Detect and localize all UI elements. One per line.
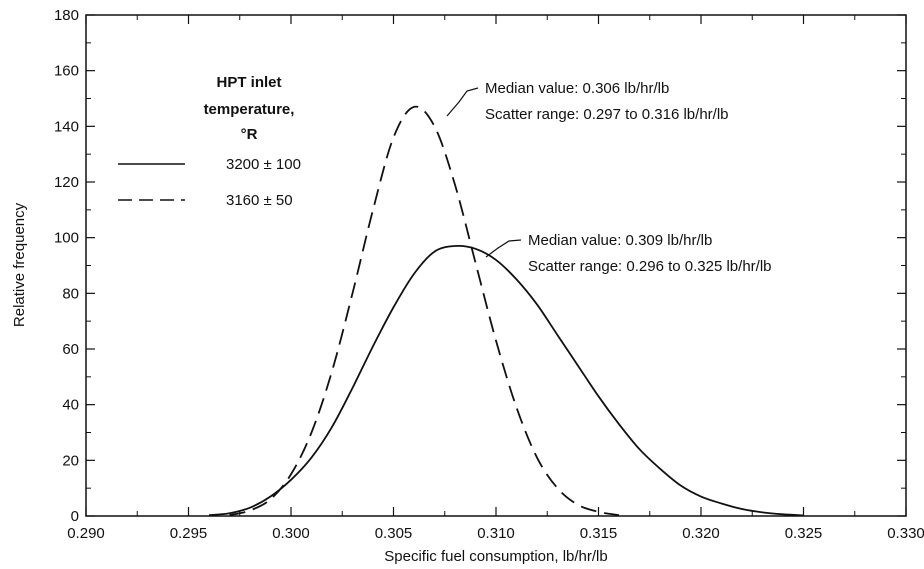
annotation-scatter-label: Scatter range: 0.296 to 0.325 lb/hr/lb	[528, 258, 772, 275]
x-tick-label: 0.315	[580, 525, 618, 542]
annotation-dashed-curve: Median value: 0.306 lb/hr/lb Scatter ran…	[446, 80, 729, 123]
annotation-leader-line	[446, 87, 479, 117]
annotation-scatter-label: Scatter range: 0.297 to 0.316 lb/hr/lb	[485, 106, 729, 123]
series-line-solid	[208, 245, 804, 517]
series-group	[208, 105, 804, 517]
legend-title-line-1: HPT inlet	[216, 74, 281, 91]
x-axis-ticks: 0.290 0.295 0.300 0.305 0.310 0.315 0.320 0.325…	[67, 15, 924, 542]
legend-label-series-2: 3160 ± 50	[226, 192, 293, 209]
y-tick-label: 140	[54, 118, 79, 135]
y-axis-ticks: 0 20 40 60 80 100 120 140 160 180	[54, 7, 906, 525]
annotation-solid-curve: Median value: 0.309 lb/hr/lb Scatter ran…	[485, 232, 772, 275]
y-tick-label: 40	[62, 397, 79, 414]
x-tick-label: 0.320	[682, 525, 720, 542]
x-tick-label: 0.300	[272, 525, 310, 542]
x-tick-label: 0.325	[785, 525, 823, 542]
y-tick-label: 100	[54, 230, 79, 247]
y-tick-label: 180	[54, 7, 79, 24]
annotation-leader-line	[485, 239, 522, 258]
y-tick-label: 160	[54, 63, 79, 80]
y-tick-label: 60	[62, 341, 79, 358]
x-tick-label: 0.330	[887, 525, 924, 542]
annotation-median-label: Median value: 0.306 lb/hr/lb	[485, 80, 669, 97]
x-tick-label: 0.310	[477, 525, 515, 542]
series-line-dashed	[229, 105, 620, 517]
x-tick-label: 0.305	[375, 525, 413, 542]
annotation-median-label: Median value: 0.309 lb/hr/lb	[528, 232, 712, 249]
y-axis-label: Relative frequency	[11, 202, 28, 327]
x-tick-label: 0.295	[170, 525, 208, 542]
y-tick-label: 120	[54, 174, 79, 191]
legend-label-series-1: 3200 ± 100	[226, 156, 301, 173]
legend-title-line-3: °R	[241, 126, 258, 143]
y-tick-label: 80	[62, 285, 79, 302]
y-tick-label: 20	[62, 452, 79, 469]
x-axis-label: Specific fuel consumption, lb/hr/lb	[384, 548, 607, 565]
x-tick-label: 0.290	[67, 525, 105, 542]
legend: HPT inlet temperature, °R 3200 ± 100 316…	[118, 74, 301, 209]
legend-title-line-2: temperature,	[204, 101, 295, 118]
y-tick-label: 0	[71, 508, 79, 525]
